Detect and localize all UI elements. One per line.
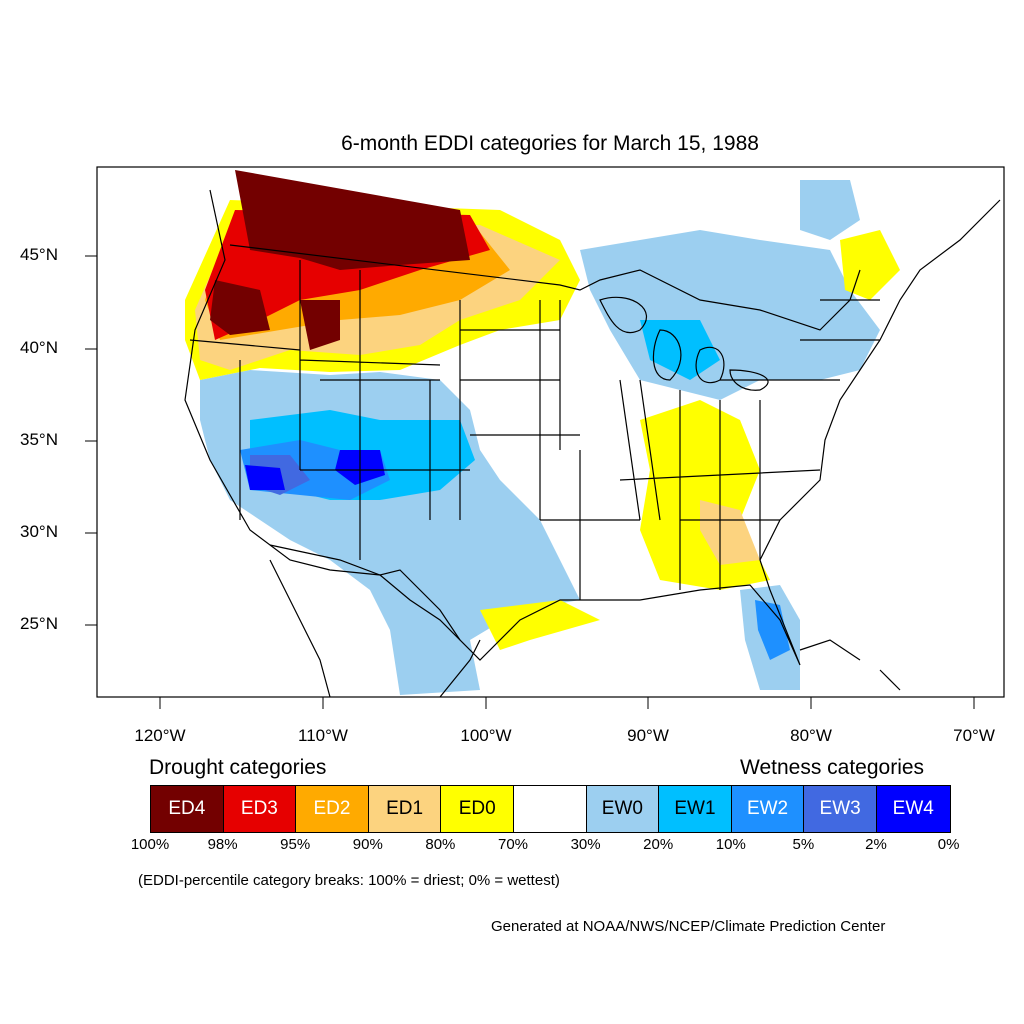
legend-cell-ed4: ED4 (151, 786, 224, 832)
lon-label: 110°W (298, 726, 348, 745)
legend-cell-ew4: EW4 (876, 786, 950, 832)
ed4-region-oregon (210, 280, 270, 335)
ed0-region-texas (480, 600, 600, 650)
category-note: (EDDI-percentile category breaks: 100% =… (138, 872, 560, 889)
canada-border (229, 244, 861, 331)
legend-cell-normal (513, 786, 587, 832)
legend-break-label: 0% (937, 836, 960, 853)
lon-label: 70°W (953, 726, 995, 745)
state-lines-central (459, 300, 640, 600)
legend-cell-ew1: EW1 (659, 786, 732, 832)
ed0-region-northeast (840, 230, 900, 300)
legend-cell-ed3: ED3 (223, 786, 297, 832)
lon-label: 120°W (134, 726, 186, 745)
map-border (96, 166, 1005, 698)
ed1-southeast (700, 500, 760, 565)
ew2-florida (755, 600, 790, 660)
state-lines-east (619, 299, 880, 590)
mexico-coast (269, 559, 481, 697)
legend-break-label: 95% (280, 836, 311, 853)
legend-cell-ew2: EW2 (731, 786, 805, 832)
legend-cell-ew3: EW3 (804, 786, 877, 832)
caribbean-islands (799, 639, 901, 691)
ew4-region-2 (245, 465, 285, 490)
wetness-heading: Wetness categories (740, 756, 925, 779)
legend-break-label: 90% (352, 836, 383, 853)
lon-label: 80°W (790, 726, 832, 745)
lat-label: 30°N (20, 522, 58, 541)
legend-break-label: 5% (792, 836, 815, 853)
lon-label: 90°W (627, 726, 669, 745)
lat-label: 40°N (20, 338, 58, 357)
legend-cell-ew0: EW0 (586, 786, 660, 832)
legend-break-label: 10% (715, 836, 746, 853)
ed4-region-idaho (300, 300, 340, 350)
map-title: 6-month EDDI categories for March 15, 19… (341, 132, 759, 155)
legend-cell-ed2: ED2 (296, 786, 369, 832)
state-lines-west (189, 260, 470, 560)
us-outline (184, 189, 1001, 666)
legend-break-label: 98% (207, 836, 238, 853)
lon-label: 100°W (460, 726, 512, 745)
legend-break-label: 30% (570, 836, 601, 853)
mexico-border (269, 544, 461, 641)
ed4-region (235, 170, 470, 270)
legend-cell-ed0: ED0 (441, 786, 514, 832)
ed0-region-southeast (640, 400, 770, 590)
great-lakes (599, 296, 769, 391)
lat-label: 45°N (20, 245, 58, 264)
legend-break-label: 80% (425, 836, 456, 853)
legend-break-label: 20% (643, 836, 674, 853)
legend-break-label: 70% (497, 836, 529, 853)
drought-heading: Drought categories (149, 756, 327, 779)
lat-label: 25°N (20, 614, 58, 633)
ew0-region-north (800, 180, 860, 240)
legend-break-label: 100% (130, 836, 170, 853)
lat-label: 35°N (20, 430, 58, 449)
ew0-region-southwest (200, 370, 580, 695)
credit-line: Generated at NOAA/NWS/NCEP/Climate Predi… (491, 918, 886, 935)
legend-colorbar: ED4 ED3 ED2 ED1 ED0 EW0 EW1 EW2 EW3 EW4 (150, 785, 951, 833)
legend-break-label: 2% (865, 836, 887, 853)
legend-cell-ed1: ED1 (368, 786, 442, 832)
